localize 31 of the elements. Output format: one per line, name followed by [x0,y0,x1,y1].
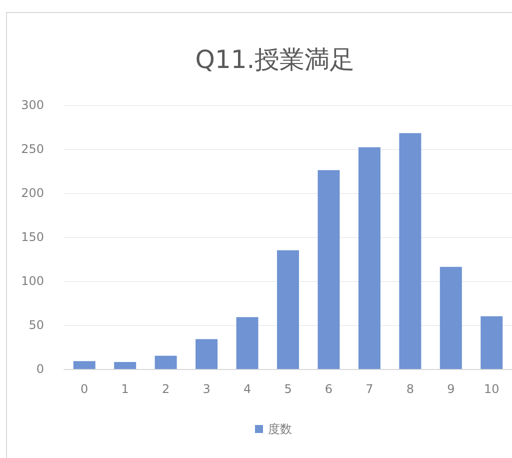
bar [480,316,503,369]
x-tick-label: 10 [484,382,500,396]
x-tick-label: 0 [80,382,88,396]
bar [236,317,258,369]
x-tick-label: 6 [324,382,333,396]
x-tick-label: 7 [366,382,374,396]
bar [73,361,96,369]
bar [358,147,380,369]
x-tick-label: 3 [202,382,210,396]
y-tick-label: 150 [21,230,44,244]
legend-label: 度数 [268,422,292,436]
y-tick-label: 250 [21,142,44,156]
x-tick-label: 1 [121,382,129,396]
chart-title: Q11.授業満足 [195,45,355,74]
x-tick-label: 9 [447,382,455,396]
y-tick-label: 200 [21,186,44,200]
y-tick-label: 50 [28,318,44,332]
bar [318,170,340,369]
bar [399,133,422,369]
x-tick-label: 8 [406,382,414,396]
bar [440,266,462,369]
x-tick-label: 5 [284,382,292,396]
y-tick-label: 0 [36,362,44,376]
y-tick-label: 100 [21,274,44,288]
bar [196,339,218,369]
x-tick-label: 4 [243,382,252,396]
y-tick-label: 300 [21,98,44,112]
x-tick-label: 2 [162,382,170,396]
bar [114,362,136,369]
bar [154,356,177,369]
bar [277,250,299,369]
